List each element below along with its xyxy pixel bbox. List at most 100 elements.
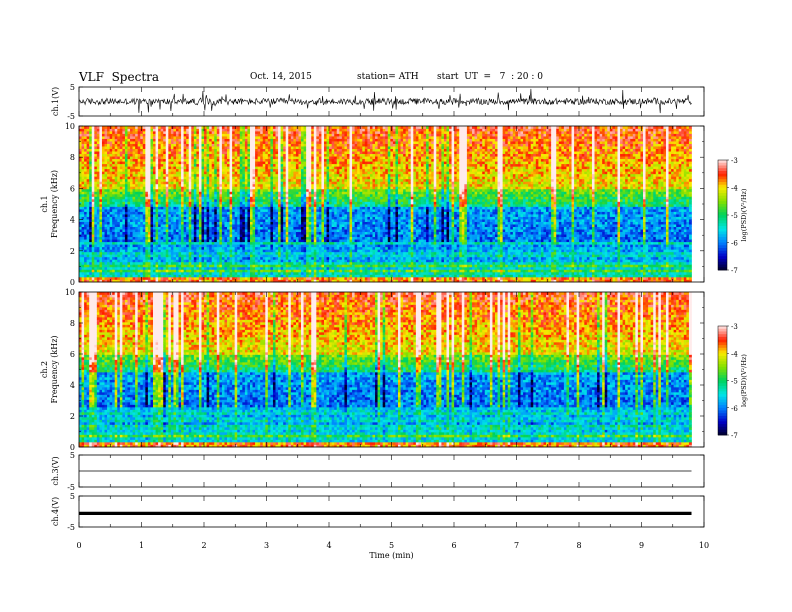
spectrogram-cell — [170, 158, 174, 162]
spectrogram-cell — [221, 254, 225, 258]
spectrogram-cell — [122, 261, 126, 265]
spectrogram-cell — [278, 146, 281, 149]
spectrogram-cell — [96, 181, 100, 185]
spectrogram-cell — [99, 133, 103, 137]
spectrogram-cell — [211, 183, 215, 187]
spectrogram-cell — [224, 271, 228, 275]
spectrogram-cell — [239, 236, 243, 240]
spectrogram-cell — [150, 198, 154, 202]
spectrogram-cell — [89, 176, 93, 180]
spectrogram-cell — [237, 209, 241, 212]
spectrogram-cell — [178, 226, 182, 230]
spectrogram-cell — [209, 163, 213, 167]
spectrogram-cell — [84, 183, 87, 187]
spectrogram-cell — [280, 173, 284, 177]
spectrogram-cell — [267, 221, 271, 225]
spectrogram-cell — [158, 158, 162, 162]
spectrogram-cell — [275, 161, 279, 165]
spectrogram-cell — [130, 166, 133, 170]
spectrogram-cell — [101, 231, 105, 235]
spectrogram-cell — [114, 269, 118, 273]
spectrogram-cell — [127, 269, 131, 273]
spectrogram-cell — [137, 269, 141, 273]
spectrogram-cell — [204, 279, 207, 283]
spectrogram-cell — [140, 188, 144, 192]
spectrogram-cell — [79, 198, 82, 202]
spectrogram-cell — [94, 224, 98, 227]
spectrogram-cell — [175, 261, 179, 265]
spectrogram-cell — [183, 259, 187, 263]
spectrogram-cell — [147, 181, 151, 185]
spectrogram-cell — [117, 193, 121, 197]
spectrogram-cell — [94, 241, 98, 245]
spectrogram-cell — [234, 261, 238, 265]
spectrogram-cell — [114, 271, 118, 275]
spectrogram-cell — [99, 246, 103, 250]
spectrogram-cell — [224, 126, 228, 129]
spectrogram-cell — [155, 173, 159, 177]
spectrogram-cell — [255, 219, 258, 222]
spectrogram-cell — [227, 131, 230, 134]
spectrogram-cell — [140, 186, 144, 190]
spectrogram-cell — [122, 198, 126, 202]
spectrogram-cell — [209, 219, 213, 222]
spectrogram-cell — [114, 143, 118, 147]
spectrogram-cell — [79, 173, 82, 177]
spectrogram-cell — [160, 143, 164, 147]
spectrogram-cell — [142, 136, 146, 139]
spectrogram-cell — [249, 153, 253, 157]
spectrogram-cell — [96, 231, 100, 235]
spectrogram-cell — [86, 156, 90, 160]
spectrogram-cell — [227, 188, 230, 192]
spectrogram-cell — [160, 226, 164, 230]
spectrogram-cell — [229, 276, 233, 280]
spectrogram-cell — [132, 219, 136, 222]
spectrogram-cell — [214, 128, 218, 132]
spectrogram-cell — [140, 239, 144, 243]
spectrogram-cell — [211, 173, 215, 177]
ch1-spectrogram-cells — [79, 126, 692, 283]
spectrogram-cell — [94, 141, 98, 144]
spectrogram-cell — [163, 241, 167, 245]
spectrogram-cell — [262, 186, 266, 190]
spectrogram-cell — [221, 186, 225, 190]
spectrogram-cell — [104, 241, 108, 245]
spectrogram-cell — [280, 186, 284, 190]
spectrogram-cell — [91, 171, 95, 175]
spectrogram-cell — [244, 166, 248, 170]
spectrogram-cell — [224, 224, 228, 227]
spectrogram-cell — [79, 153, 82, 157]
spectrogram-cell — [181, 131, 184, 134]
spectrogram-cell — [265, 271, 269, 275]
spectrogram-cell — [142, 171, 146, 175]
spectrogram-cell — [198, 158, 202, 162]
spectrogram-cell — [267, 181, 271, 185]
spectrogram-cell — [173, 209, 177, 212]
spectrogram-cell — [188, 201, 192, 205]
spectrogram-cell — [198, 141, 202, 144]
spectrogram-cell — [170, 151, 174, 155]
spectrogram-cell — [147, 168, 151, 172]
spectrogram-cell — [145, 128, 149, 132]
spectrogram-cell — [142, 226, 146, 230]
spectrogram-cell — [119, 151, 123, 155]
spectrogram-cell — [270, 141, 274, 144]
spectrogram-cell — [145, 143, 149, 147]
spectrogram-cell — [249, 206, 253, 210]
spectrogram-cell — [114, 178, 118, 182]
spectrogram-cell — [127, 241, 131, 245]
spectrogram-cell — [101, 256, 105, 260]
spectrogram-cell — [239, 244, 243, 248]
spectrogram-cell — [272, 178, 276, 182]
spectrogram-cell — [204, 274, 207, 278]
spectrogram-cell — [150, 176, 154, 180]
spectrogram-cell — [198, 138, 202, 142]
spectrogram-cell — [242, 264, 246, 268]
spectrogram-cell — [86, 126, 90, 129]
spectrogram-cell — [142, 158, 146, 162]
spectrogram-cell — [214, 271, 218, 275]
spectrogram-cell — [168, 264, 172, 268]
spectrogram-cell — [257, 279, 261, 283]
spectrogram-cell — [89, 128, 93, 132]
spectrogram-cell — [91, 148, 95, 152]
